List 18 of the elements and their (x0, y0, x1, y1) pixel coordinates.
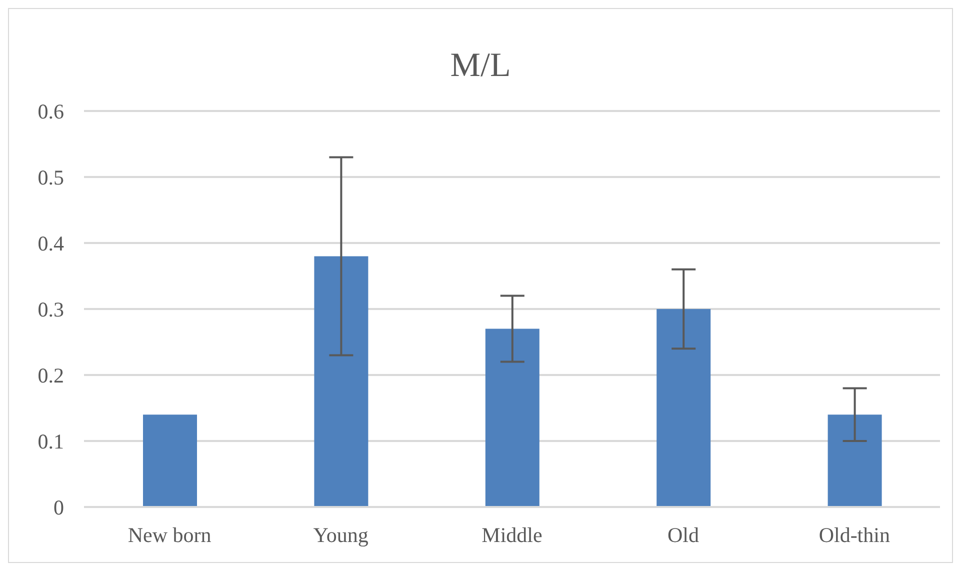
x-tick-label: Old (667, 522, 700, 547)
x-tick-label: Middle (482, 522, 542, 547)
bar (485, 328, 540, 507)
bar (143, 414, 197, 507)
bar (828, 414, 882, 507)
y-tick-label: 0.2 (38, 363, 64, 388)
x-tick-label: Young (313, 522, 369, 547)
y-tick-label: 0.6 (38, 99, 64, 124)
y-tick-label: 0.5 (38, 165, 64, 190)
y-tick-label: 0.1 (38, 429, 64, 454)
y-tick-label: 0.3 (38, 297, 64, 322)
y-tick-label: 0.4 (38, 231, 64, 256)
bar (656, 309, 711, 507)
x-tick-label: New born (128, 522, 212, 547)
chart-title: M/L (449, 47, 512, 85)
bar (314, 256, 368, 507)
y-tick-label: 0 (54, 495, 64, 520)
x-tick-label: Old-thin (818, 522, 890, 547)
